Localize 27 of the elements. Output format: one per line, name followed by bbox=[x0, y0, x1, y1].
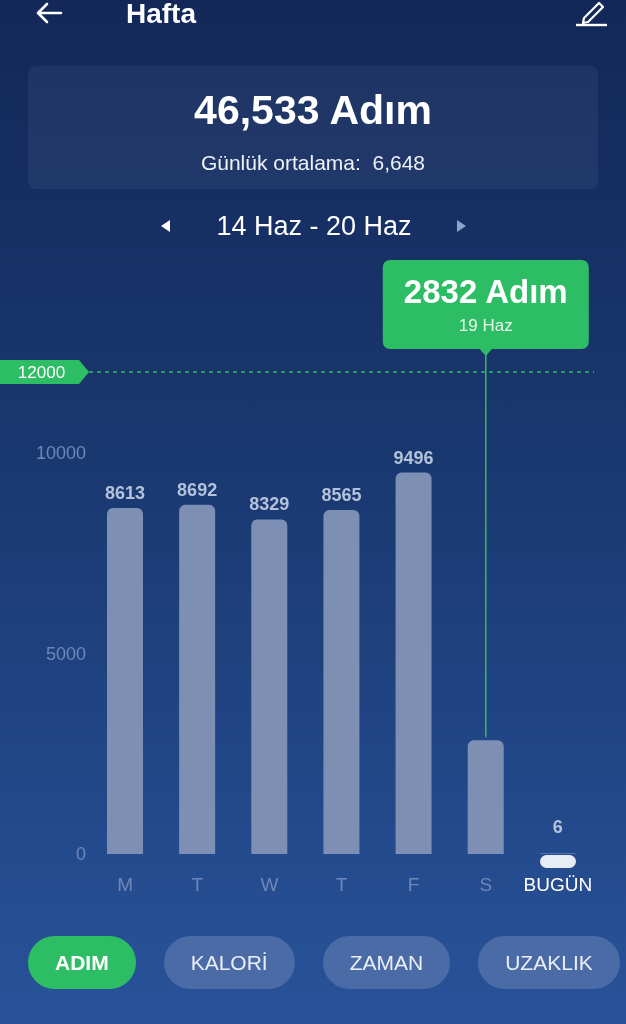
text: 2832 Adım bbox=[403, 272, 568, 310]
y-tick-label: 10000 bbox=[35, 442, 86, 463]
data-label: 8329 bbox=[249, 494, 290, 515]
x-tick-label: T bbox=[191, 874, 204, 895]
y-tick-label: 0 bbox=[75, 844, 86, 865]
data-label: 6 bbox=[552, 817, 563, 837]
data-label: 8692 bbox=[177, 479, 218, 500]
ref-line-label: 12000 bbox=[17, 362, 66, 382]
chart-subtitle: 14 Haz - 20 Haz bbox=[215, 210, 413, 243]
x-tick-label: T bbox=[335, 874, 348, 895]
text: Günlük ortalama: 6,648 bbox=[199, 150, 427, 176]
data-label: 8565 bbox=[321, 484, 362, 505]
data-label: 8613 bbox=[104, 483, 146, 504]
x-tick-label: F bbox=[407, 874, 420, 895]
chart-title: Hafta bbox=[126, 0, 197, 29]
data-label: 9496 bbox=[393, 447, 434, 468]
x-tick-label: S bbox=[479, 874, 493, 895]
x-tick-label: M bbox=[117, 874, 133, 895]
tab-button: KALORİ bbox=[163, 936, 295, 989]
tab-button: UZAKLIK bbox=[478, 936, 620, 989]
tab-button: ZAMAN bbox=[322, 936, 451, 989]
x-tick-label: W bbox=[260, 874, 279, 895]
y-tick-label: 5000 bbox=[45, 643, 86, 664]
annotation: 19 Haz bbox=[458, 315, 513, 335]
x-tick-label: BUGÜN bbox=[523, 874, 593, 895]
tab-button: ADIM bbox=[28, 936, 136, 989]
text: 46,533 Adım bbox=[193, 86, 433, 134]
